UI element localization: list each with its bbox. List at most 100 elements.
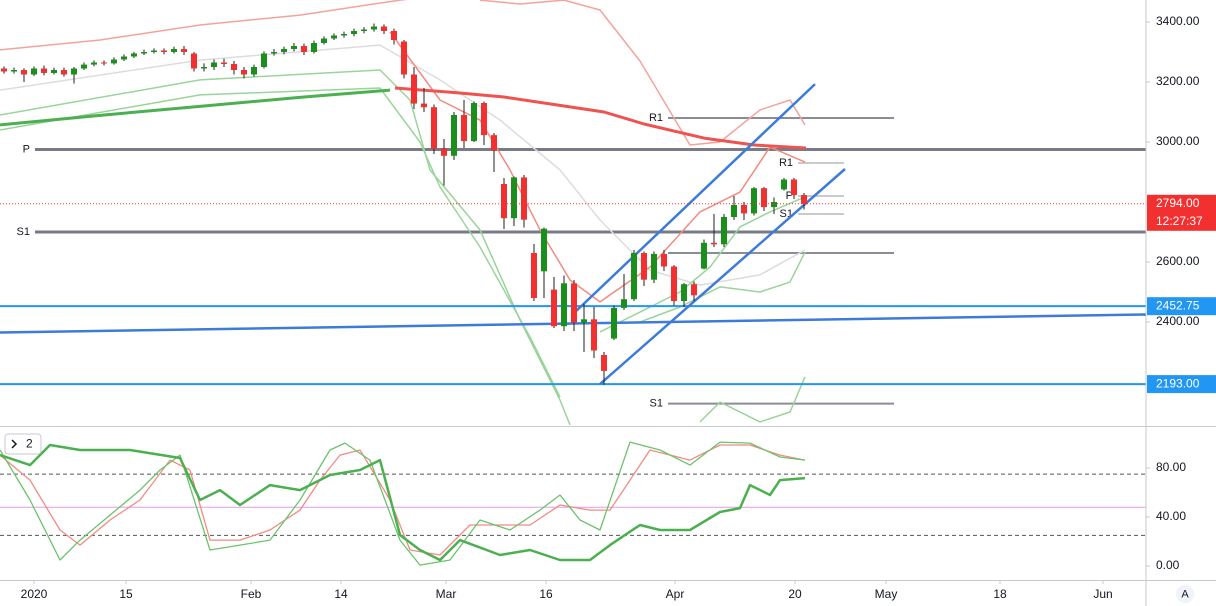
candle-body — [341, 33, 347, 36]
candle-body — [791, 179, 797, 196]
candle-body — [91, 62, 97, 65]
candle-body — [411, 74, 417, 104]
candle-body — [461, 114, 467, 142]
last-price-box — [1147, 194, 1216, 231]
candle-body — [291, 45, 297, 49]
indicator-line — [0, 69, 571, 425]
candle-body — [281, 48, 287, 52]
indicator-line — [394, 86, 807, 150]
last-price-label: 2794.00 — [1156, 196, 1200, 210]
x-tick-label: 20 — [788, 587, 802, 601]
oscillator-pane — [0, 441, 1146, 566]
price-pane: P S1 R1 S1 R1 P S1 — [0, 0, 1146, 425]
candle-body — [161, 50, 167, 52]
candle-body — [431, 107, 437, 149]
y-tick-label: 3200.00 — [1156, 74, 1200, 88]
candle-body — [581, 319, 587, 323]
x-tick-label: Jun — [1093, 587, 1112, 601]
candle-body — [721, 217, 727, 245]
oscillator-line — [0, 443, 806, 562]
candle-body — [771, 201, 777, 208]
candle-body — [681, 284, 687, 302]
candle-body — [191, 53, 197, 69]
x-tick-label: 16 — [539, 587, 553, 601]
candle-body — [511, 177, 517, 219]
candle-body — [101, 62, 107, 64]
y-tick-label: 2400.00 — [1156, 314, 1200, 328]
x-tick-label: 14 — [334, 587, 348, 601]
x-tick-label: 15 — [119, 587, 133, 601]
x-tick-label: May — [875, 587, 898, 601]
pivot-label: P — [23, 143, 30, 155]
candle-body — [211, 62, 217, 67]
indicator-line — [0, 44, 806, 286]
price-label: 2193.00 — [1156, 376, 1200, 390]
oscillator-line — [0, 441, 806, 566]
candle-body — [331, 35, 337, 39]
candle-body — [51, 69, 57, 73]
candle-body — [751, 188, 757, 214]
price-label-box — [1147, 375, 1216, 394]
candle-body — [111, 59, 117, 64]
x-tick-label: Mar — [436, 587, 457, 601]
candle-body — [261, 53, 267, 67]
candle-body — [471, 102, 477, 142]
candle-body — [531, 253, 537, 299]
price-label-box — [1147, 297, 1216, 316]
candle-body — [221, 62, 227, 64]
candle-body — [391, 30, 397, 40]
pivot-label: S1 — [650, 398, 663, 410]
y-tick-label: 3400.00 — [1156, 14, 1200, 28]
candle-body — [401, 41, 407, 75]
candle-body — [641, 253, 647, 280]
candle-body — [21, 69, 27, 75]
indicator-line — [639, 251, 806, 323]
pivot-label: R1 — [649, 112, 663, 124]
trend-line — [0, 313, 1146, 334]
candle-body — [271, 51, 277, 54]
pivot-label: P — [786, 190, 793, 202]
candle-body — [171, 48, 177, 52]
autoscale-button[interactable] — [1176, 585, 1194, 603]
candle-body — [81, 64, 87, 69]
candle-body — [71, 68, 77, 75]
candle-body — [691, 284, 697, 296]
candle-body — [481, 102, 487, 136]
candle-body — [801, 195, 807, 204]
candle-body — [451, 114, 457, 156]
indicator-line — [0, 0, 408, 51]
candle-body — [371, 26, 377, 30]
candle-body — [621, 299, 627, 308]
trend-line — [574, 83, 816, 314]
candle-body — [671, 266, 677, 302]
candle-body — [441, 148, 447, 156]
candle-body — [631, 253, 637, 300]
collapse-icon[interactable] — [11, 439, 18, 449]
y-tick-label: 0.00 — [1156, 558, 1180, 572]
autoscale-label[interactable]: A — [1181, 588, 1189, 600]
candle-body — [541, 228, 547, 272]
pivot-label: S1 — [780, 208, 793, 220]
candle-body — [761, 188, 767, 208]
indicator-line — [0, 87, 561, 398]
candle-body — [1, 68, 7, 72]
pivot-label: R1 — [779, 157, 793, 169]
candle-body — [311, 42, 317, 52]
pane-legend-box[interactable] — [4, 433, 42, 455]
pivot-label: S1 — [17, 226, 30, 238]
indicator-line — [699, 376, 806, 423]
y-tick-label: 3000.00 — [1156, 134, 1200, 148]
candle-body — [781, 179, 787, 190]
candle-body — [181, 48, 187, 52]
candle-body — [201, 66, 207, 69]
y-tick-label: 2600.00 — [1156, 254, 1200, 268]
candle-body — [231, 63, 237, 70]
candle-body — [11, 69, 17, 72]
candle-body — [571, 283, 577, 323]
candle-body — [521, 177, 527, 220]
candle-body — [591, 319, 597, 351]
candle-body — [561, 283, 567, 327]
candle-body — [131, 53, 137, 57]
candle-body — [731, 204, 737, 218]
candle-body — [741, 204, 747, 214]
